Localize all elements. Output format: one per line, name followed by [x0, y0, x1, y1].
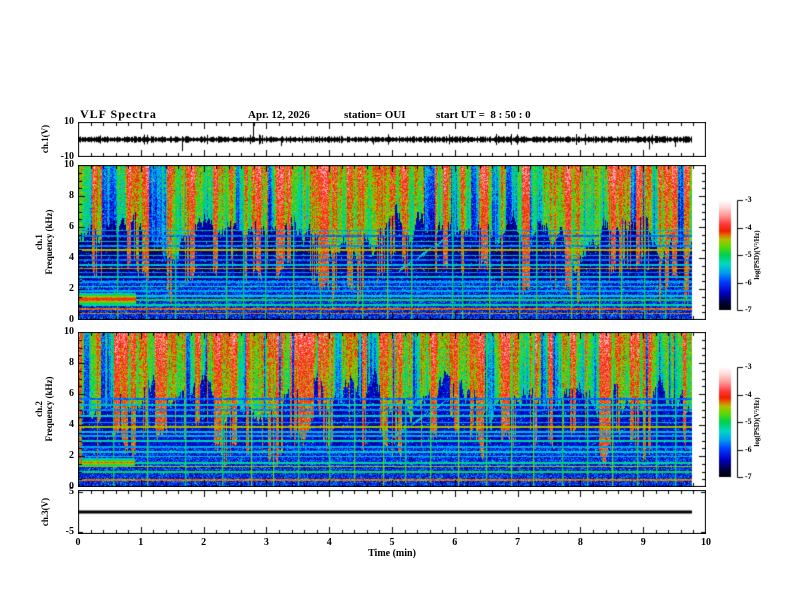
header-start-ut: start UT = 8 : 50 : 0	[436, 109, 531, 121]
sp2-y-tick-label: 10	[64, 326, 74, 337]
sp1-y-tick-label: 2	[69, 283, 74, 294]
ch1-y-tick-label: 10	[64, 116, 74, 127]
time-axis-label: Time (min)	[368, 548, 416, 559]
header-station: station= OUI	[344, 109, 406, 121]
ch3-y-tick-label: 5	[69, 486, 74, 497]
colorbar-tick-label: -6	[745, 444, 752, 454]
ch1-y-tick-label: -10	[60, 151, 74, 162]
ch2-frequency-axis-label: ch.2 Frequency (kHz)	[34, 376, 54, 441]
sp2-y-tick-label: 4	[69, 419, 74, 430]
ch2-spectrogram-panel	[78, 332, 706, 487]
colorbar-1-label: log(PSD)(V²/Hz)	[753, 230, 761, 280]
sp1-y-tick-label: 4	[69, 252, 74, 263]
colorbar-tick-label: -7	[745, 472, 752, 481]
ch1-spectrogram-panel	[78, 165, 706, 320]
sp2-y-tick-label: 0	[69, 481, 74, 492]
x-tick-label: 3	[263, 537, 269, 548]
sp1-y-tick-label: 8	[69, 190, 74, 201]
x-tick-label: 7	[515, 537, 521, 548]
ch2-frequency-axis-label-line2: Frequency (kHz)	[44, 376, 54, 442]
x-tick-label: 9	[640, 537, 646, 548]
colorbar-2-label: log(PSD)(V²/Hz)	[753, 397, 761, 447]
colorbar-tick-label: -4	[745, 389, 752, 399]
colorbar-tick-label: -5	[745, 417, 752, 426]
sp2-y-tick-label: 8	[69, 357, 74, 368]
sp1-y-tick-label: 0	[69, 314, 74, 325]
colorbar-1	[714, 195, 748, 320]
sp1-y-tick-label: 10	[64, 159, 74, 170]
ch3-y-tick-label: -5	[65, 526, 74, 537]
ch1-frequency-axis-label-line1: ch.1	[34, 234, 44, 250]
ch3-axis-label: ch.3(V)	[40, 497, 50, 527]
ch1-frequency-axis-label: ch.1 Frequency (kHz)	[34, 209, 54, 274]
colorbar-tick-label: -5	[745, 250, 752, 259]
sp1-y-tick-label: 6	[69, 221, 74, 232]
x-tick-label: 6	[452, 537, 458, 548]
x-tick-label: 4	[326, 537, 332, 548]
x-tick-label: 10	[701, 537, 711, 548]
ch1-axis-label: ch.1(V)	[40, 124, 50, 154]
colorbar-tick-label: -4	[745, 222, 752, 232]
ch1-frequency-axis-label-line2: Frequency (kHz)	[44, 209, 54, 275]
x-tick-label: 8	[577, 537, 583, 548]
figure-title: VLF Spectra	[80, 107, 157, 121]
colorbar-2	[714, 362, 748, 487]
x-tick-label: 5	[389, 537, 395, 548]
header-date: Apr. 12, 2026	[248, 109, 310, 121]
ch1-waveform-panel	[78, 122, 706, 157]
colorbar-tick-label: -3	[745, 195, 752, 204]
x-tick-label: 2	[201, 537, 207, 548]
colorbar-tick-label: -3	[745, 362, 752, 371]
sp2-y-tick-label: 6	[69, 388, 74, 399]
colorbar-tick-label: -6	[745, 277, 752, 287]
colorbar-tick-label: -7	[745, 305, 752, 314]
x-tick-label: 1	[138, 537, 144, 548]
ch2-frequency-axis-label-line1: ch.2	[34, 401, 44, 417]
sp2-y-tick-label: 2	[69, 450, 74, 461]
ch3-waveform-panel	[78, 490, 706, 534]
x-tick-label: 0	[75, 537, 81, 548]
